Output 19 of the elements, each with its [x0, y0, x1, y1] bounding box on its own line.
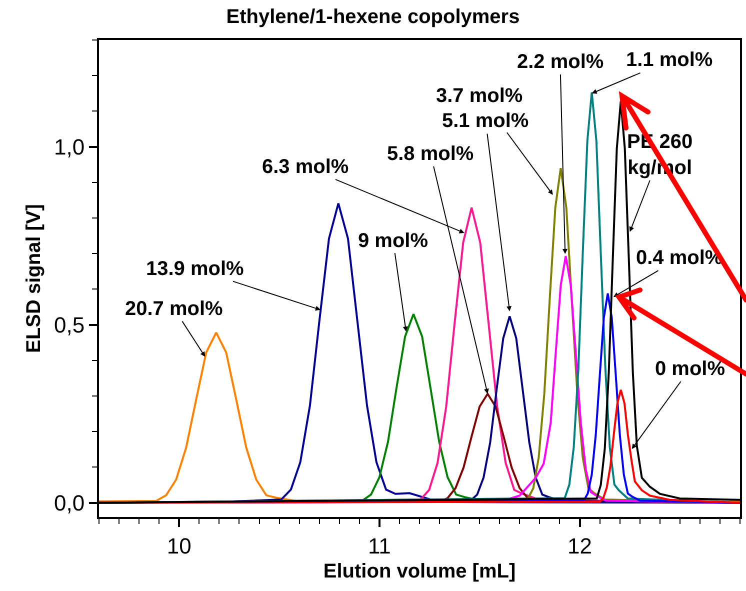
y-tick-label: 0,5	[54, 312, 85, 338]
x-tick-label: 10	[166, 533, 192, 558]
annotation: 5.8 mol%	[387, 143, 474, 165]
annotation: 3.7 mol%	[436, 85, 523, 107]
chart-title: Ethylene/1-hexene copolymers	[226, 6, 520, 28]
y-tick-label: 0,0	[54, 490, 85, 516]
x-tick-label: 12	[568, 533, 592, 558]
x-axis-title: Elution volume [mL]	[323, 560, 516, 582]
y-axis-title: ELSD signal [V]	[23, 204, 46, 353]
annotation: 13.9 mol%	[146, 258, 244, 280]
annotation: 2.2 mol%	[517, 51, 604, 73]
annotation: 9 mol%	[358, 230, 428, 252]
annotation: 1.1 mol%	[626, 49, 713, 71]
annotation: 5.1 mol%	[442, 110, 529, 132]
annotation: 0 mol%	[655, 358, 726, 380]
annotation: 20.7 mol%	[125, 298, 224, 320]
annotation: 6.3 mol%	[262, 156, 349, 178]
y-tick-label: 1,0	[54, 134, 85, 160]
x-tick-label: 11	[368, 533, 391, 558]
